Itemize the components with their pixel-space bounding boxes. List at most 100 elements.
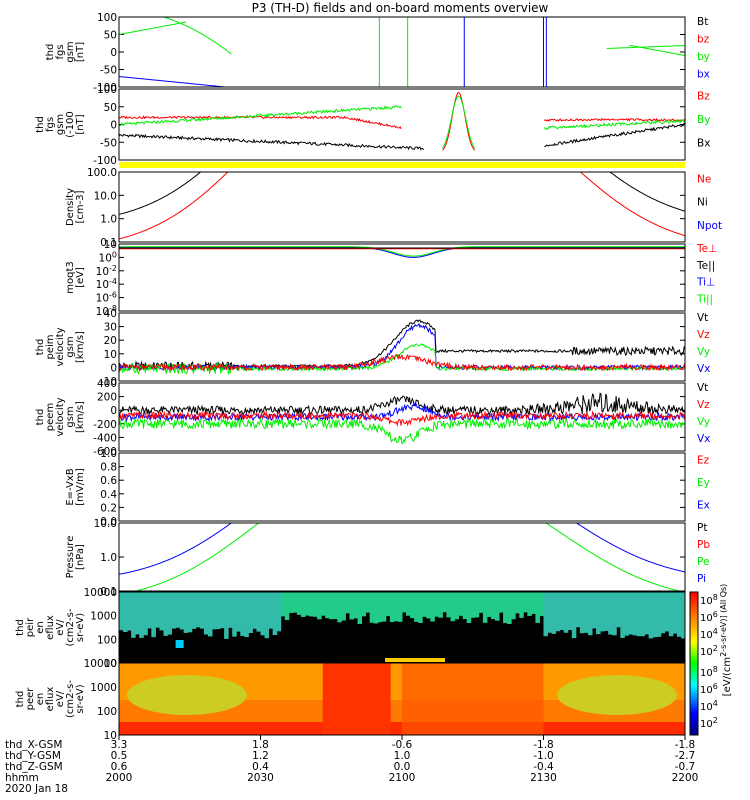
spectrogram-column [381, 592, 387, 622]
series-by-2 [161, 17, 232, 55]
y-axis-label: [km/s] [75, 401, 86, 433]
y-tick-label: -100 [93, 155, 117, 167]
spectrogram-column [672, 592, 678, 634]
legend-label: Ti|| [696, 293, 713, 305]
orbit-value: -0.4 [533, 761, 554, 773]
spectrogram-column [604, 592, 609, 631]
legend-label: Vt [697, 382, 708, 394]
y-tick-label: 40 [104, 308, 117, 320]
y-tick-label: 100 [97, 634, 117, 646]
orbit-row-label: hhmm [5, 772, 39, 784]
colorbar-tick-label: 108 [700, 665, 718, 679]
colorbar-tick-label: 108 [700, 593, 718, 607]
spectrogram-column [430, 592, 435, 622]
spectrogram-column [280, 592, 286, 617]
spectrogram-column [551, 592, 557, 634]
panel-frame [118, 452, 686, 522]
y-axis-label: [nPa] [75, 544, 86, 570]
spectrogram-column [680, 592, 685, 639]
y-axis-label: (cm2-s- [65, 680, 76, 718]
spectrogram-column [300, 592, 306, 617]
spectrogram-column [216, 592, 221, 630]
series-Bx [119, 122, 685, 151]
series-Pe [134, 523, 682, 591]
series-Ti-perp [119, 246, 685, 258]
colorbar-tick-label: 102 [700, 716, 718, 730]
legend-label: Npot [697, 220, 722, 232]
spectrogram-column [559, 592, 565, 631]
legend-label: Vy [697, 416, 710, 428]
orbit-value: -1.8 [675, 739, 696, 751]
spectrogram-column [527, 592, 532, 616]
legend-label: Ne [697, 173, 711, 185]
y-tick-label: 0 [110, 47, 117, 59]
legend-label: Te⊥ [696, 243, 717, 255]
y-tick-label: -100 [93, 82, 117, 94]
y-axis-label: thd [15, 691, 26, 708]
spectrogram-column [321, 592, 326, 616]
spectrogram-column [207, 592, 213, 637]
y-tick-label: 10-4 [96, 277, 117, 291]
spectrogram-column [402, 592, 407, 613]
y-tick-label: 10 [104, 658, 117, 670]
legend-label: Bt [697, 16, 708, 28]
spectrogram-column [515, 592, 520, 614]
spectrogram-column [535, 592, 540, 623]
spectrogram-column [329, 592, 334, 620]
legend-label: Vz [697, 399, 710, 411]
y-axis-label: [cm-3] [75, 190, 86, 223]
y-tick-label: 1.0 [100, 448, 117, 460]
y-axis-label: [nT] [75, 42, 86, 62]
spectrogram-column [151, 592, 156, 638]
y-tick-label: 0 [110, 120, 117, 132]
spectrogram-column [393, 592, 399, 622]
y-axis-label: sr-eV) [75, 613, 86, 642]
y-tick-label: -200 [93, 419, 117, 431]
spectrogram-column [248, 592, 253, 633]
spectrogram-column [357, 592, 363, 624]
spectrogram-column [470, 592, 476, 618]
spectrogram-column [389, 592, 395, 623]
spectrogram-column [296, 592, 302, 615]
spectrogram-column [256, 592, 261, 632]
spectrogram-column [511, 592, 516, 620]
y-axis-label: en [35, 693, 46, 706]
y-tick-label: -50 [100, 65, 117, 77]
y-tick-label: 20 [104, 335, 117, 347]
series-Ne [119, 172, 685, 240]
legend-label: Pi [697, 573, 706, 585]
orbit-row-label: thd_Y-GSM [5, 750, 61, 762]
orbit-value: 2200 [672, 772, 699, 784]
spectrogram-column [660, 592, 666, 634]
series-Vz-e [119, 410, 685, 427]
spectrogram-column [135, 592, 140, 635]
colorbar-tick-label: 106 [700, 682, 718, 696]
spectrogram-column [337, 592, 342, 623]
series-Pi [119, 523, 685, 575]
spectrogram-column [349, 592, 354, 620]
legend-label: Ni [697, 197, 708, 209]
spectrogram-column [523, 592, 528, 613]
y-tick-label: 10 [104, 730, 117, 742]
y-axis-label: fgs [45, 117, 56, 132]
spectrogram-column [438, 592, 443, 618]
panel-frame [118, 312, 686, 382]
series-Ti-par [119, 246, 685, 257]
y-tick-label: -600 [93, 446, 117, 458]
y-tick-label: 30 [104, 322, 117, 334]
spectrogram-column [620, 592, 625, 638]
chart-title: P3 (TH-D) fields and on-board moments ov… [251, 1, 549, 15]
spectrogram-column [583, 592, 589, 633]
spectrogram-column [624, 592, 629, 636]
legend-label: Vt [697, 312, 708, 324]
y-tick-label: 0.1 [100, 586, 117, 598]
panel-frame [118, 171, 686, 243]
orbit-value: 2030 [247, 772, 274, 784]
spectrogram-column [507, 592, 512, 624]
orbit-value: 1.0 [394, 750, 411, 762]
spectrogram-column [462, 592, 468, 620]
spectrogram-column [276, 592, 282, 632]
series-bx [119, 76, 231, 87]
legend-label: bx [697, 69, 710, 81]
